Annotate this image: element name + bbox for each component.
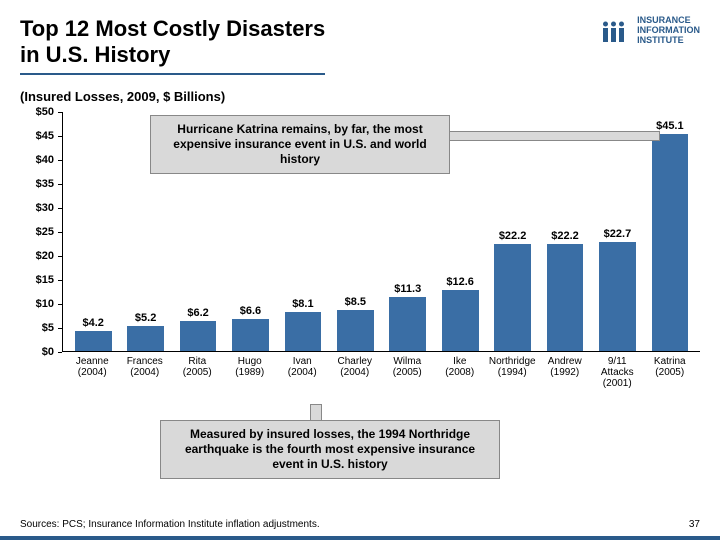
- bar-slot: $45.1: [644, 112, 696, 351]
- bar-slot: $22.7: [591, 112, 643, 351]
- y-tick-label: $20: [36, 250, 54, 262]
- bar-rect: [232, 319, 269, 351]
- x-category-label: Andrew(1992): [539, 356, 592, 389]
- x-category-name: Jeanne: [66, 356, 119, 367]
- x-category-name: Wilma: [381, 356, 434, 367]
- logo-line-3: INSTITUTE: [637, 36, 700, 46]
- y-tick-label: $0: [42, 346, 54, 358]
- x-category-label: 9/11 Attacks(2001): [591, 356, 644, 389]
- bar-rect: [652, 134, 689, 350]
- x-category-year: (1994): [486, 367, 539, 378]
- bar-value-label: $4.2: [83, 317, 104, 329]
- bar-value-label: $6.6: [240, 305, 261, 317]
- x-category-label: Wilma(2005): [381, 356, 434, 389]
- x-category-year: (2004): [119, 367, 172, 378]
- bar-value-label: $11.3: [394, 283, 421, 295]
- x-category-label: Rita(2005): [171, 356, 224, 389]
- bar-rect: [389, 297, 426, 351]
- bar-chart: $0$5$10$15$20$25$30$35$40$45$50 $4.2$5.2…: [20, 112, 700, 402]
- y-tick-label: $30: [36, 202, 54, 214]
- x-category-name: Charley: [329, 356, 382, 367]
- logo-text: INSURANCE INFORMATION INSTITUTE: [637, 16, 700, 46]
- bar-value-label: $8.1: [292, 298, 313, 310]
- x-category-year: (2004): [329, 367, 382, 378]
- iii-logo: INSURANCE INFORMATION INSTITUTE: [601, 16, 700, 46]
- x-category-label: Frances(2004): [119, 356, 172, 389]
- bar-rect: [337, 310, 374, 351]
- bar-slot: $22.2: [539, 112, 591, 351]
- bottom-callout: Measured by insured losses, the 1994 Nor…: [160, 420, 500, 479]
- y-tick-label: $5: [42, 322, 54, 334]
- page-number: 37: [689, 519, 700, 530]
- bar-slot: $22.2: [486, 112, 538, 351]
- x-category-name: Andrew: [539, 356, 592, 367]
- y-tick-label: $40: [36, 154, 54, 166]
- top-callout: Hurricane Katrina remains, by far, the m…: [150, 115, 450, 174]
- bar-rect: [127, 326, 164, 351]
- x-category-name: Katrina: [644, 356, 697, 367]
- bar-rect: [599, 242, 636, 351]
- x-category-name: Rita: [171, 356, 224, 367]
- bar-value-label: $12.6: [446, 276, 474, 288]
- x-category-name: Hugo: [224, 356, 277, 367]
- bar-rect: [494, 244, 531, 351]
- footer-line: [0, 536, 720, 540]
- title-line-1: Top 12 Most Costly Disasters: [20, 16, 325, 41]
- page-title: Top 12 Most Costly Disasters in U.S. His…: [20, 16, 325, 75]
- bar-value-label: $22.2: [499, 230, 527, 242]
- bar-value-label: $5.2: [135, 312, 156, 324]
- bar-rect: [75, 331, 112, 351]
- x-category-label: Charley(2004): [329, 356, 382, 389]
- x-category-label: Katrina(2005): [644, 356, 697, 389]
- bar-rect: [285, 312, 322, 351]
- bar-value-label: $6.2: [187, 307, 208, 319]
- top-callout-pointer: [440, 131, 660, 141]
- x-axis-labels: Jeanne(2004)Frances(2004)Rita(2005)Hugo(…: [62, 356, 700, 389]
- y-tick-label: $35: [36, 178, 54, 190]
- x-category-name: 9/11 Attacks: [591, 356, 644, 378]
- sources-text: Sources: PCS; Insurance Information Inst…: [20, 519, 320, 530]
- y-tick-mark: [58, 352, 62, 353]
- bar-value-label: $8.5: [345, 296, 366, 308]
- bar-rect: [442, 290, 479, 350]
- bar-slot: $4.2: [67, 112, 119, 351]
- x-category-year: (2001): [591, 378, 644, 389]
- x-category-year: (2005): [171, 367, 224, 378]
- bar-value-label: $45.1: [656, 120, 684, 132]
- x-category-year: (2004): [66, 367, 119, 378]
- x-category-label: Ike(2008): [434, 356, 487, 389]
- x-category-year: (2008): [434, 367, 487, 378]
- x-category-year: (2004): [276, 367, 329, 378]
- x-category-year: (2005): [644, 367, 697, 378]
- y-tick-label: $15: [36, 274, 54, 286]
- x-category-name: Frances: [119, 356, 172, 367]
- slide-footer: Sources: PCS; Insurance Information Inst…: [20, 519, 700, 530]
- x-category-label: Ivan(2004): [276, 356, 329, 389]
- y-tick-label: $25: [36, 226, 54, 238]
- y-tick-label: $45: [36, 130, 54, 142]
- bar-rect: [547, 244, 584, 351]
- y-axis: $0$5$10$15$20$25$30$35$40$45$50: [20, 112, 58, 352]
- x-category-label: Hugo(1989): [224, 356, 277, 389]
- x-category-label: Jeanne(2004): [66, 356, 119, 389]
- bar-value-label: $22.2: [551, 230, 579, 242]
- bar-value-label: $22.7: [604, 228, 632, 240]
- iii-logo-icon: [601, 20, 633, 42]
- chart-subtitle: (Insured Losses, 2009, $ Billions): [0, 81, 720, 108]
- x-category-year: (1992): [539, 367, 592, 378]
- y-tick-label: $10: [36, 298, 54, 310]
- bar-rect: [180, 321, 217, 351]
- bottom-callout-wrap: Measured by insured losses, the 1994 Nor…: [20, 414, 700, 472]
- x-category-label: Northridge(1994): [486, 356, 539, 389]
- x-category-name: Northridge: [486, 356, 539, 367]
- x-category-year: (1989): [224, 367, 277, 378]
- x-category-name: Ike: [434, 356, 487, 367]
- x-category-year: (2005): [381, 367, 434, 378]
- y-tick-label: $50: [36, 106, 54, 118]
- slide-header: Top 12 Most Costly Disasters in U.S. His…: [0, 0, 720, 81]
- x-category-name: Ivan: [276, 356, 329, 367]
- title-line-2: in U.S. History: [20, 42, 170, 67]
